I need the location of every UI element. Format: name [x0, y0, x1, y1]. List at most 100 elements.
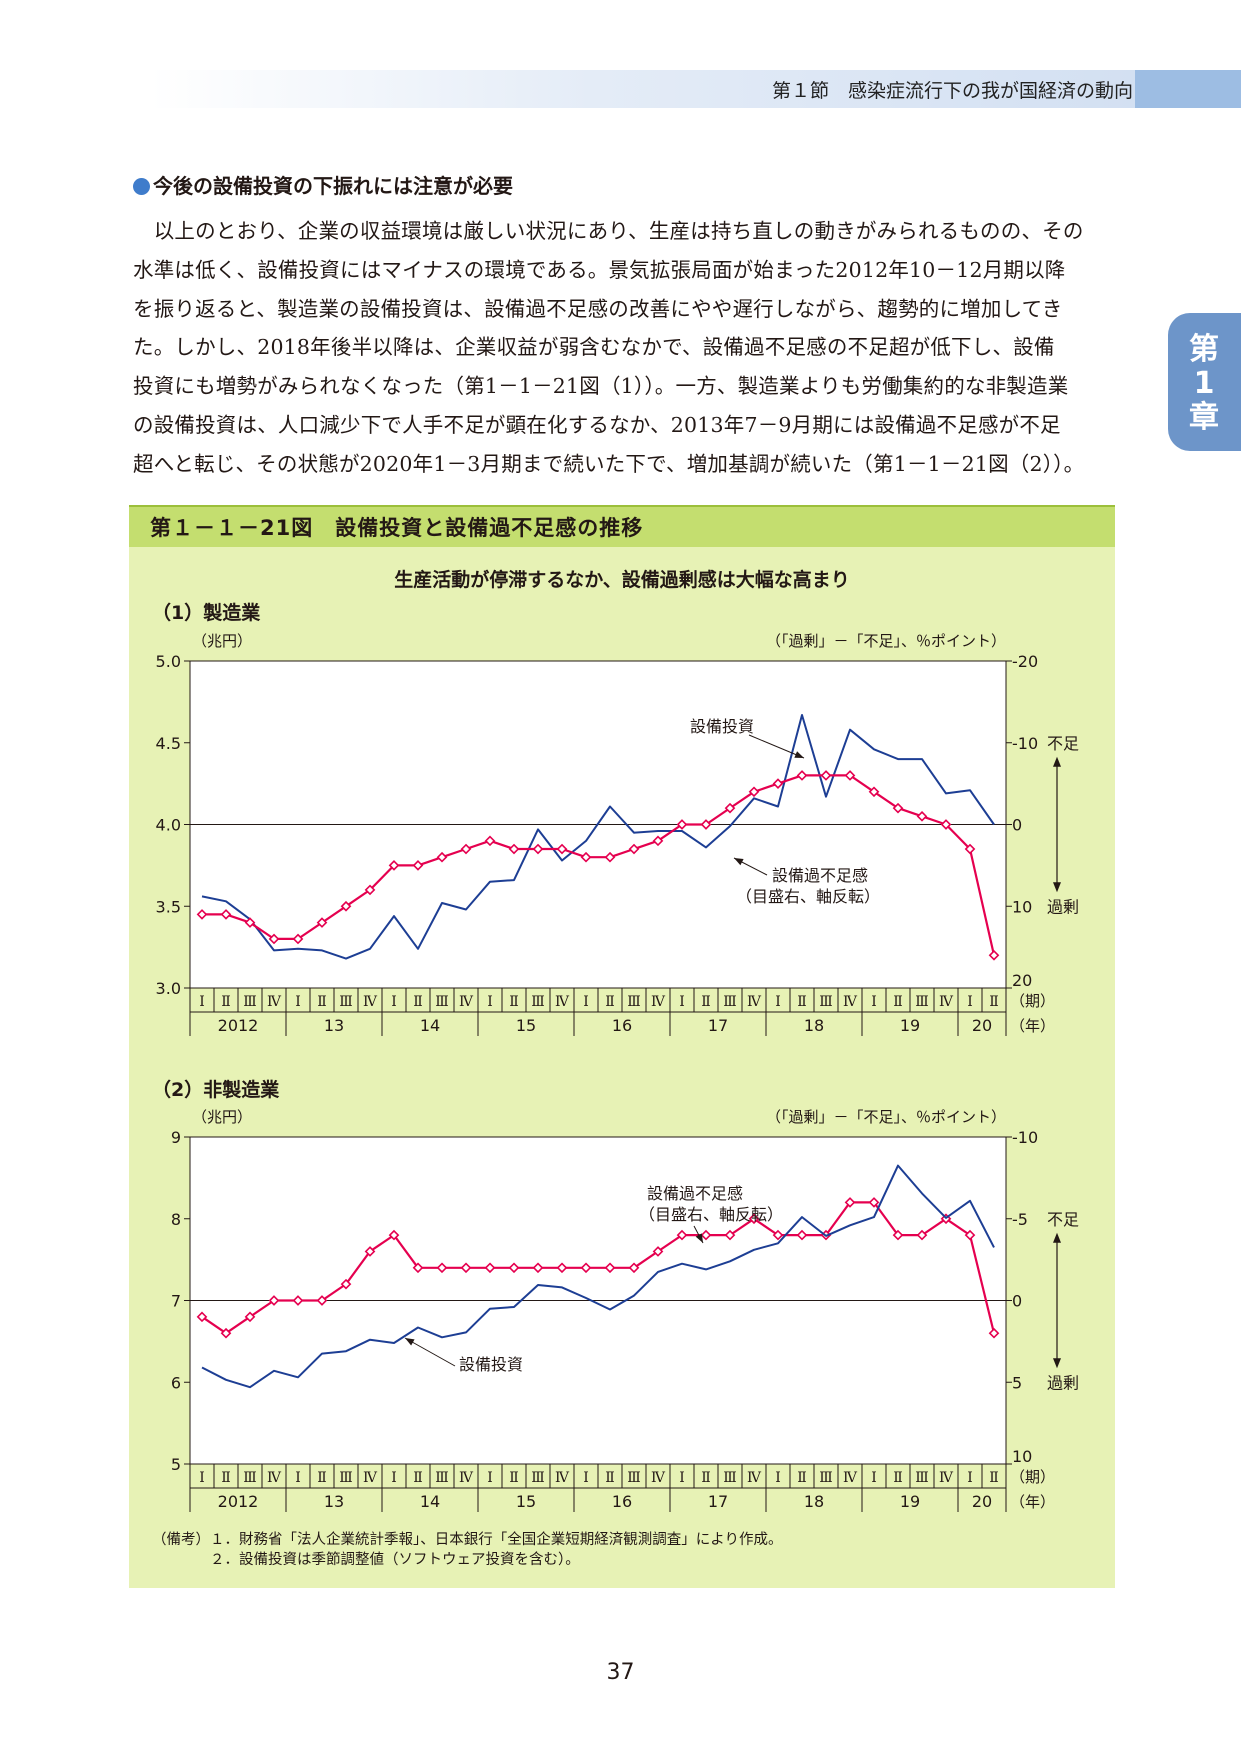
quarter-label: Ⅰ — [775, 994, 781, 1010]
quarter-label: Ⅳ — [267, 994, 282, 1010]
quarter-label: Ⅰ — [199, 994, 205, 1010]
data-point-marker — [772, 778, 784, 789]
data-point-marker — [940, 819, 952, 830]
quarter-label: Ⅱ — [221, 1470, 231, 1486]
quarter-label: Ⅰ — [679, 1470, 685, 1486]
right-tick-label: 10 — [1012, 1447, 1032, 1466]
data-point-marker — [964, 843, 976, 855]
series-line — [201, 1201, 996, 1335]
data-point-marker — [604, 1262, 616, 1274]
quarter-label: Ⅳ — [555, 1470, 570, 1486]
data-point-marker — [796, 770, 808, 781]
note-line: （備考）１．財務省「法人企業統計季報」、日本銀行「全国企業短期経済観測調査」によ… — [152, 1532, 783, 1548]
quarter-label: Ⅲ — [723, 994, 737, 1010]
year-label: 20 — [972, 1016, 992, 1035]
arrow-down-icon — [1053, 1358, 1061, 1369]
figure-title: 第１－１－21図 設備投資と設備過不足感の推移 — [150, 516, 644, 540]
data-point-marker — [628, 843, 640, 855]
annotation-arrow-icon — [734, 858, 744, 866]
data-point-marker — [556, 843, 568, 855]
data-point-marker — [892, 802, 904, 814]
quarter-label: Ⅰ — [295, 1470, 301, 1486]
data-point-marker — [772, 1229, 784, 1241]
quarter-label: Ⅰ — [199, 1470, 205, 1486]
data-point-marker — [916, 810, 928, 822]
data-point-marker — [868, 786, 880, 798]
figure-title-bar — [129, 505, 1115, 547]
quarter-label: Ⅲ — [531, 994, 545, 1010]
right-unit-label: （「過剰」－「不足」、％ポイント） — [765, 632, 1006, 650]
annotation-leader — [748, 734, 805, 759]
page-number: 37 — [606, 1660, 635, 1685]
data-point-marker — [460, 1262, 472, 1274]
year-unit-label: （年） — [1010, 1493, 1055, 1511]
data-point-marker — [868, 1197, 880, 1208]
left-tick-label: 6 — [171, 1373, 181, 1392]
data-point-marker — [436, 1262, 448, 1274]
year-label: 16 — [612, 1492, 632, 1511]
quarter-label: Ⅲ — [339, 994, 353, 1010]
section-heading-text: 今後の設備投資の下振れには注意が必要 — [153, 174, 513, 198]
data-point-marker — [532, 1262, 544, 1274]
quarter-label: Ⅳ — [843, 1470, 858, 1486]
data-point-marker — [220, 909, 232, 920]
data-point-marker — [844, 1197, 856, 1208]
quarter-label: Ⅲ — [435, 1470, 449, 1486]
data-point-marker — [364, 884, 376, 896]
quarter-label: Ⅳ — [747, 1470, 762, 1486]
series-label: 設備投資 — [690, 717, 754, 736]
left-tick-label: 4.5 — [156, 734, 181, 753]
series-line — [201, 1164, 995, 1389]
series-line — [201, 714, 995, 960]
quarter-label: Ⅰ — [775, 1470, 781, 1486]
quarter-label: Ⅱ — [893, 994, 903, 1010]
figure-notes: （備考）１．財務省「法人企業統計季報」、日本銀行「全国企業短期経済観測調査」によ… — [152, 1530, 782, 1570]
left-unit-label: （兆円） — [192, 632, 253, 650]
quarter-label: Ⅰ — [967, 994, 973, 1010]
quarter-label: Ⅲ — [627, 994, 641, 1010]
data-point-marker — [196, 909, 208, 920]
quarter-label: Ⅱ — [797, 1470, 807, 1486]
period-unit-label: （期） — [1010, 1468, 1055, 1486]
quarter-label: Ⅳ — [843, 994, 858, 1010]
right-tick-label: 5 — [1012, 1373, 1022, 1392]
data-point-marker — [700, 1229, 712, 1241]
chapter-tab-char: 章 — [1189, 400, 1220, 435]
arrow-up-icon — [1053, 1232, 1061, 1243]
header-band — [150, 70, 1135, 108]
quarter-label: Ⅱ — [701, 1470, 711, 1486]
quarter-label: Ⅱ — [509, 1470, 519, 1486]
data-point-marker — [412, 860, 424, 871]
arrow-up-icon — [1053, 756, 1061, 767]
quarter-label: Ⅰ — [295, 994, 301, 1010]
left-tick-label: 5.0 — [156, 652, 181, 671]
data-point-marker — [292, 1295, 304, 1306]
year-label: 16 — [612, 1016, 632, 1035]
data-point-marker — [604, 851, 616, 863]
quarter-label: Ⅰ — [583, 994, 589, 1010]
quarter-label: Ⅱ — [509, 994, 519, 1010]
quarter-label: Ⅲ — [243, 1470, 257, 1486]
quarter-label: Ⅳ — [363, 1470, 378, 1486]
arrow-down-icon — [1053, 882, 1061, 893]
left-tick-label: 3.0 — [156, 979, 181, 998]
data-point-marker — [388, 860, 400, 871]
quarter-label: Ⅲ — [819, 1470, 833, 1486]
year-label: 15 — [516, 1016, 536, 1035]
data-point-marker — [244, 917, 256, 928]
shortage-label: 不足 — [1047, 1210, 1079, 1229]
paragraph-line: を振り返ると、製造業の設備投資は、設備過不足感の改善にやや遅行しながら、趨勢的に… — [133, 296, 1063, 321]
right-tick-label: -10 — [1012, 1128, 1038, 1147]
data-point-marker — [652, 835, 664, 847]
data-point-marker — [580, 851, 592, 863]
data-point-marker — [508, 843, 520, 855]
paragraph-line: 超へと転じ、その状態が2020年1－3月期まで続いた下で、増加基調が続いた（第1… — [133, 451, 1085, 476]
shortage-label: 不足 — [1047, 734, 1079, 753]
data-point-marker — [268, 1295, 280, 1306]
quarter-label: Ⅳ — [555, 994, 570, 1010]
header-block — [1135, 70, 1241, 108]
data-point-marker — [964, 1229, 976, 1241]
year-label: 15 — [516, 1492, 536, 1511]
